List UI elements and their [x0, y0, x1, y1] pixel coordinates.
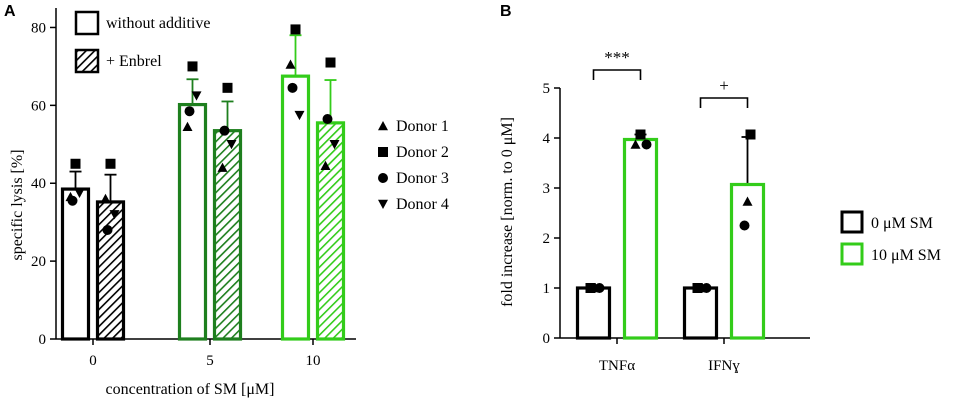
- legend-label-without-additive: without additive: [106, 15, 210, 32]
- bar-b-ifn-10um: [729, 182, 766, 340]
- bar-b-tnf-0um: [575, 286, 612, 340]
- point-a-5-enbrel-donor-1: [217, 162, 228, 172]
- legend-label-10um: 10 μM SM: [871, 247, 941, 264]
- bar-a-5-without-additive: [177, 102, 208, 341]
- panel-a-x-tick-label: 0: [89, 353, 97, 369]
- point-a-10-without-additive-donor-4: [294, 110, 305, 121]
- legend-swatch-enbrel: [74, 48, 100, 74]
- panel-b: B 0 1 2 3 4 5 TNFα IFNɣ *** + fold increase [nor…: [499, 3, 941, 374]
- point-b-ifn-0um-1: [692, 283, 703, 293]
- point-a-10-without-additive-donor-3: [287, 82, 298, 93]
- legend-label-0um: 0 μM SM: [871, 215, 933, 232]
- point-a-5-enbrel-donor-4: [226, 140, 237, 150]
- donor-legend-label-donor-2: Donor 2: [396, 144, 449, 161]
- panel-a-marks: [60, 24, 346, 341]
- significance-bracket-ifn: [699, 97, 749, 108]
- point-a-0-enbrel-donor-1: [100, 193, 111, 204]
- donor-legend-label-donor-1: Donor 1: [396, 118, 449, 135]
- panel-b-letter: B: [500, 3, 512, 20]
- panel-a-y-tick-label: 0: [39, 332, 47, 348]
- donor-legend-label-donor-4: Donor 4: [396, 196, 449, 213]
- point-a-10-without-additive-donor-1: [285, 59, 296, 69]
- point-a-0-enbrel-donor-4: [109, 210, 120, 220]
- panel-a-letter: A: [4, 3, 16, 20]
- panel-a-donor-legend: Donor 1 Donor 2 Donor 3 Donor 4: [378, 118, 449, 213]
- point-b-tnf-10um-3: [641, 139, 652, 150]
- point-a-10-enbrel-donor-1: [320, 160, 331, 170]
- point-a-0-without-additive-donor-3: [67, 195, 78, 206]
- point-b-tnf-10um-2: [630, 139, 641, 149]
- legend-swatch-without-additive: [74, 10, 100, 36]
- panel-b-y-tick-label: 5: [543, 81, 551, 97]
- point-b-tnf-10um-1: [635, 129, 646, 140]
- bar-a-10-without-additive: [280, 74, 311, 341]
- point-b-tnf-0um-3: [594, 283, 605, 293]
- legend-label-enbrel: + Enbrel: [106, 53, 162, 70]
- bar-a-0-without-additive: [60, 187, 91, 341]
- panel-a-x-tick-label: 10: [306, 353, 321, 369]
- panel-a-y-tick-label: 80: [31, 20, 46, 36]
- bar-a-10-enbrel: [315, 121, 346, 341]
- point-a-0-enbrel-donor-2: [105, 158, 116, 169]
- panel-b-y-tick-label: 4: [543, 131, 551, 147]
- point-a-0-without-additive-donor-2: [70, 158, 81, 169]
- panel-b-y-tick-label: 0: [543, 331, 551, 347]
- panel-b-y-axis-title: fold increase [norm. to 0 μM]: [499, 117, 516, 307]
- point-a-5-enbrel-donor-3: [219, 125, 230, 136]
- point-b-tnf-0um-1: [585, 283, 596, 293]
- point-a-10-enbrel-donor-4: [329, 140, 340, 150]
- legend-swatch-10um: [840, 242, 864, 266]
- point-a-5-without-additive-donor-1: [182, 121, 193, 132]
- panel-b-y-tick-label: 2: [543, 231, 551, 247]
- point-a-5-enbrel-donor-2: [222, 82, 233, 93]
- significance-label-tnf: ***: [604, 48, 630, 67]
- point-b-ifn-10um-3: [739, 220, 750, 231]
- point-b-ifn-10um-1: [745, 129, 756, 140]
- panel-b-legend: 0 μM SM 10 μM SM: [840, 210, 941, 266]
- panel-a-y-tick-label: 40: [31, 176, 46, 192]
- panel-b-x-tick-label: TNFα: [599, 358, 635, 374]
- panel-a: A 0 20 40 60 80 0 5 10 specific lysis [%] conce…: [4, 3, 449, 398]
- panel-a-y-axis-title: specific lysis [%]: [9, 149, 26, 260]
- donor-legend-marker-donor-3: [378, 173, 388, 183]
- bar-a-5-enbrel: [212, 129, 243, 341]
- panel-b-marks: *** +: [575, 48, 766, 340]
- bar-a-0-enbrel: [95, 200, 126, 341]
- bar-b-ifn-0um: [682, 286, 719, 340]
- panel-a-y-tick-label: 60: [31, 98, 46, 114]
- point-a-5-without-additive-donor-2: [187, 61, 198, 72]
- point-a-5-without-additive-donor-4: [191, 91, 202, 101]
- panel-b-x-tick-label: IFNɣ: [708, 358, 740, 374]
- bar-b-tnf-10um: [622, 137, 659, 340]
- donor-legend-marker-donor-4: [378, 199, 388, 209]
- panel-a-x-tick-label: 5: [206, 353, 214, 369]
- panel-a-x-axis-title: concentration of SM [μM]: [106, 381, 275, 398]
- significance-bracket-tnf: [592, 69, 642, 80]
- panel-a-legend: without additive + Enbrel: [74, 10, 210, 74]
- point-a-5-without-additive-donor-3: [184, 106, 195, 117]
- point-a-0-without-additive-donor-4: [74, 188, 85, 198]
- significance-label-ifn: +: [719, 76, 729, 95]
- point-a-10-enbrel-donor-3: [322, 113, 333, 124]
- panel-b-y-tick-label: 1: [543, 281, 551, 297]
- panel-a-y-tick-label: 20: [31, 254, 46, 270]
- point-b-ifn-10um-2: [742, 196, 753, 206]
- donor-legend-marker-donor-1: [378, 121, 388, 131]
- panel-b-y-tick-label: 3: [543, 181, 551, 197]
- point-a-10-without-additive-donor-2: [290, 24, 301, 35]
- donor-legend-marker-donor-2: [378, 147, 388, 157]
- donor-legend-label-donor-3: Donor 3: [396, 170, 449, 187]
- point-a-10-enbrel-donor-2: [325, 57, 336, 68]
- point-b-ifn-0um-3: [701, 283, 712, 293]
- legend-swatch-0um: [840, 210, 864, 234]
- point-a-0-enbrel-donor-3: [102, 224, 113, 235]
